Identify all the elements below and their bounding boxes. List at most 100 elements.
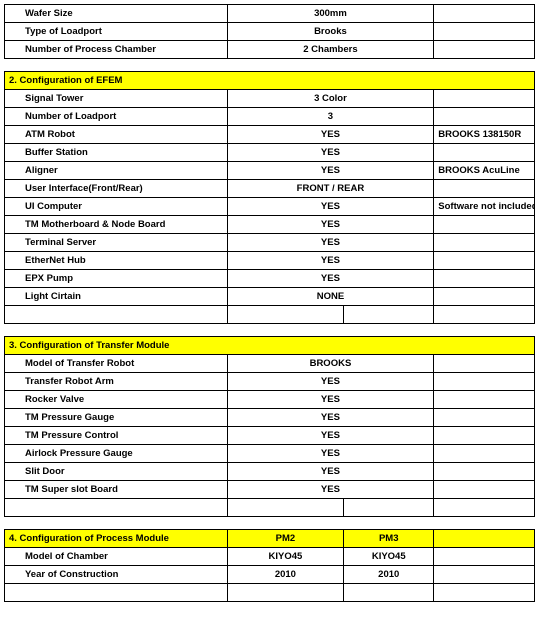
s3-value: YES bbox=[227, 409, 434, 427]
s2-row: Terminal ServerYES bbox=[5, 234, 535, 252]
s2-value: YES bbox=[227, 126, 434, 144]
s3-note bbox=[434, 391, 535, 409]
section3-title: 3. Configuration of Transfer Module bbox=[5, 337, 535, 355]
s2-row: User Interface(Front/Rear)FRONT / REAR bbox=[5, 180, 535, 198]
top-row: Type of LoadportBrooks bbox=[5, 23, 535, 41]
s2-value: 3 Color bbox=[227, 90, 434, 108]
s3-row: TM Super slot BoardYES bbox=[5, 481, 535, 499]
s2-label: User Interface(Front/Rear) bbox=[5, 180, 228, 198]
s2-note bbox=[434, 270, 535, 288]
s3-note bbox=[434, 355, 535, 373]
s2-label: Light Cirtain bbox=[5, 288, 228, 306]
s3-value: YES bbox=[227, 463, 434, 481]
s2-row: EPX PumpYES bbox=[5, 270, 535, 288]
s2-label: Terminal Server bbox=[5, 234, 228, 252]
s2-value: YES bbox=[227, 198, 434, 216]
top-label: Number of Process Chamber bbox=[5, 41, 228, 59]
top-value: Brooks bbox=[227, 23, 434, 41]
section3-table: 3. Configuration of Transfer Module Mode… bbox=[4, 336, 535, 517]
s3-label: TM Pressure Control bbox=[5, 427, 228, 445]
s2-note bbox=[434, 288, 535, 306]
s2-value: YES bbox=[227, 252, 434, 270]
s2-label: Signal Tower bbox=[5, 90, 228, 108]
s3-note bbox=[434, 409, 535, 427]
s2-note: BROOKS AcuLine bbox=[434, 162, 535, 180]
s2-row: EtherNet HubYES bbox=[5, 252, 535, 270]
s2-value: YES bbox=[227, 216, 434, 234]
s2-value: YES bbox=[227, 270, 434, 288]
s2-value: YES bbox=[227, 234, 434, 252]
s3-row: Model of Transfer RobotBROOKS bbox=[5, 355, 535, 373]
s4-value-pm2: KIYO45 bbox=[227, 548, 344, 566]
top-value: 300mm bbox=[227, 5, 434, 23]
s2-label: Buffer Station bbox=[5, 144, 228, 162]
s4-label: Year of Construction bbox=[5, 566, 228, 584]
s3-row: Airlock Pressure GaugeYES bbox=[5, 445, 535, 463]
s2-label: Number of Loadport bbox=[5, 108, 228, 126]
s4-value-pm2: 2010 bbox=[227, 566, 344, 584]
s2-value: YES bbox=[227, 144, 434, 162]
s3-label: Rocker Valve bbox=[5, 391, 228, 409]
top-row: Wafer Size300mm bbox=[5, 5, 535, 23]
s4-value-pm3: KIYO45 bbox=[344, 548, 434, 566]
s2-note bbox=[434, 252, 535, 270]
s2-value: 3 bbox=[227, 108, 434, 126]
top-value: 2 Chambers bbox=[227, 41, 434, 59]
section4-table: 4. Configuration of Process Module PM2 P… bbox=[4, 529, 535, 602]
s2-note bbox=[434, 90, 535, 108]
s2-row: TM Motherboard & Node BoardYES bbox=[5, 216, 535, 234]
s2-row: Signal Tower3 Color bbox=[5, 90, 535, 108]
s2-label: EPX Pump bbox=[5, 270, 228, 288]
s2-label: EtherNet Hub bbox=[5, 252, 228, 270]
s2-value: FRONT / REAR bbox=[227, 180, 434, 198]
s3-value: YES bbox=[227, 391, 434, 409]
s2-note bbox=[434, 234, 535, 252]
section2-table: 2. Configuration of EFEM Signal Tower3 C… bbox=[4, 71, 535, 324]
s2-label: Aligner bbox=[5, 162, 228, 180]
s2-row: Buffer StationYES bbox=[5, 144, 535, 162]
s3-label: Transfer Robot Arm bbox=[5, 373, 228, 391]
section2-title: 2. Configuration of EFEM bbox=[5, 72, 535, 90]
s2-value: NONE bbox=[227, 288, 434, 306]
top-row: Number of Process Chamber2 Chambers bbox=[5, 41, 535, 59]
s2-value: YES bbox=[227, 162, 434, 180]
s2-note bbox=[434, 144, 535, 162]
s3-label: Airlock Pressure Gauge bbox=[5, 445, 228, 463]
s3-note bbox=[434, 481, 535, 499]
s3-note bbox=[434, 427, 535, 445]
s2-row: Number of Loadport3 bbox=[5, 108, 535, 126]
s3-value: YES bbox=[227, 481, 434, 499]
s2-note: Software not included bbox=[434, 198, 535, 216]
s3-label: Model of Transfer Robot bbox=[5, 355, 228, 373]
s4-note bbox=[434, 548, 535, 566]
s4-row: Model of ChamberKIYO45KIYO45 bbox=[5, 548, 535, 566]
top-label: Type of Loadport bbox=[5, 23, 228, 41]
s4-row: Year of Construction20102010 bbox=[5, 566, 535, 584]
s4-label: Model of Chamber bbox=[5, 548, 228, 566]
s2-row: ATM RobotYESBROOKS 138150R bbox=[5, 126, 535, 144]
s3-value: YES bbox=[227, 445, 434, 463]
s3-row: Rocker ValveYES bbox=[5, 391, 535, 409]
s2-row: AlignerYESBROOKS AcuLine bbox=[5, 162, 535, 180]
s2-label: UI Computer bbox=[5, 198, 228, 216]
s3-value: YES bbox=[227, 373, 434, 391]
top-note bbox=[434, 41, 535, 59]
s3-value: YES bbox=[227, 427, 434, 445]
s2-label: ATM Robot bbox=[5, 126, 228, 144]
s3-row: Transfer Robot ArmYES bbox=[5, 373, 535, 391]
s3-note bbox=[434, 373, 535, 391]
s2-label: TM Motherboard & Node Board bbox=[5, 216, 228, 234]
s2-note bbox=[434, 108, 535, 126]
s2-note bbox=[434, 216, 535, 234]
top-note bbox=[434, 5, 535, 23]
s3-label: TM Pressure Gauge bbox=[5, 409, 228, 427]
s3-row: Slit DoorYES bbox=[5, 463, 535, 481]
s4-value-pm3: 2010 bbox=[344, 566, 434, 584]
s3-row: TM Pressure ControlYES bbox=[5, 427, 535, 445]
s3-row: TM Pressure GaugeYES bbox=[5, 409, 535, 427]
s3-value: BROOKS bbox=[227, 355, 434, 373]
s3-label: TM Super slot Board bbox=[5, 481, 228, 499]
s2-note bbox=[434, 180, 535, 198]
s2-row: UI ComputerYESSoftware not included bbox=[5, 198, 535, 216]
top-table: Wafer Size300mmType of LoadportBrooksNum… bbox=[4, 4, 535, 59]
